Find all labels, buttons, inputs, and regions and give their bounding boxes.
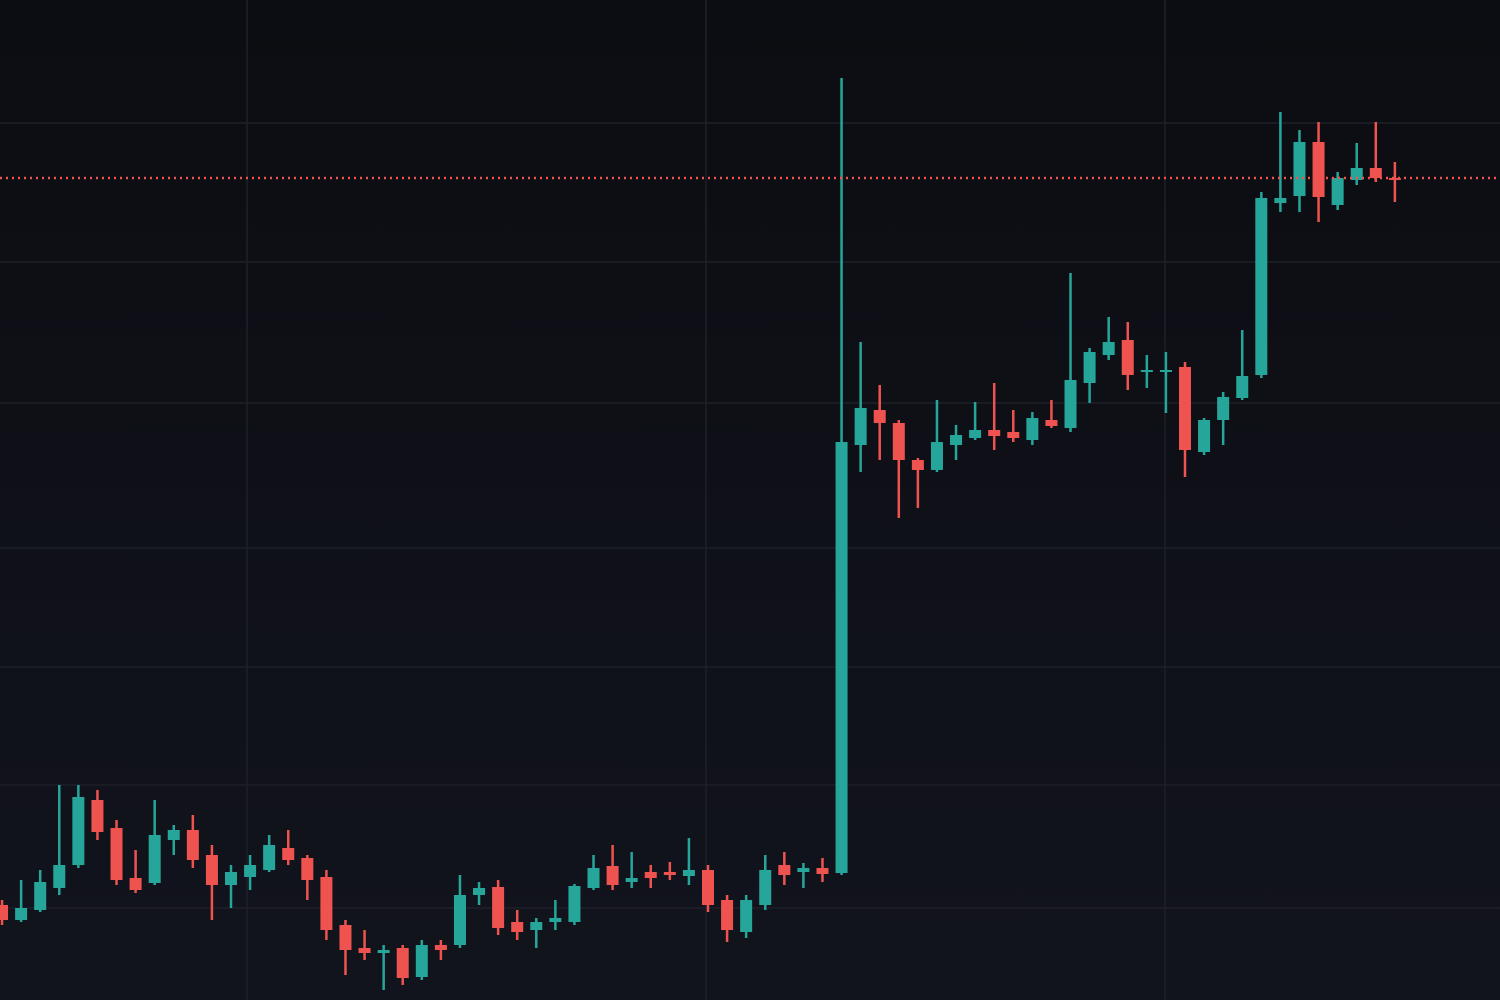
candle-body (0, 905, 9, 920)
candle-body (434, 945, 447, 950)
candle-body (1140, 370, 1153, 372)
candle-body (263, 845, 276, 870)
candle-body (167, 830, 180, 840)
candle-body (702, 870, 714, 905)
candle-body (453, 895, 466, 945)
candle-body (301, 858, 314, 880)
candle-body (606, 866, 619, 885)
candle-body (1369, 168, 1382, 178)
candle-body (988, 430, 1001, 436)
candle-body (34, 882, 47, 910)
candle-body (568, 886, 581, 922)
candle-body (682, 870, 695, 876)
candle-body (1236, 376, 1249, 398)
candle-body (1007, 432, 1020, 438)
candle-body (1083, 352, 1096, 383)
candle-body (1121, 340, 1134, 375)
candle-body (511, 922, 524, 932)
candle-body (492, 887, 505, 928)
candle-body (1388, 178, 1401, 180)
candle-body (1026, 418, 1039, 440)
candle-body (816, 868, 829, 874)
candle-body (473, 888, 486, 895)
candle-body (1064, 380, 1077, 428)
candle-body (778, 865, 791, 875)
candle-body (91, 800, 104, 832)
candle-body (873, 410, 886, 423)
candle-body (148, 835, 161, 883)
candle-body (282, 848, 295, 860)
candle-body (1350, 168, 1363, 180)
candle-body (854, 408, 867, 445)
candle-body (129, 878, 142, 890)
candle-body (625, 878, 638, 882)
candle-body (358, 948, 371, 953)
candle-body (377, 950, 390, 953)
candle-body (950, 435, 963, 445)
candle-body (320, 877, 333, 930)
candle-body (797, 868, 810, 872)
candle-body (930, 442, 943, 470)
candle-body (530, 922, 543, 930)
candle-body (15, 908, 28, 920)
candle-body (396, 948, 409, 978)
candle-body (186, 830, 199, 860)
candle-body (892, 423, 905, 460)
candle-body (1331, 178, 1344, 205)
candle-body (549, 918, 562, 922)
candle-body (1179, 367, 1191, 450)
candle-body (587, 868, 600, 888)
candle-body (1198, 420, 1211, 452)
candle-body (244, 865, 257, 877)
candle-body (1102, 342, 1115, 355)
candle-body (1045, 420, 1058, 426)
candle-body (415, 945, 428, 977)
candle-body (1159, 370, 1172, 372)
candle-body (835, 442, 848, 873)
candle-body (663, 872, 676, 875)
candle-body (72, 797, 85, 865)
candle-body (1255, 198, 1268, 375)
candle-body (1217, 397, 1230, 420)
candle-body (1312, 142, 1325, 197)
candle-body (1293, 142, 1306, 196)
candle-body (911, 460, 924, 470)
candle-body (339, 925, 352, 950)
candle-body (110, 828, 123, 880)
candle-body (205, 855, 218, 885)
candle-body (644, 872, 657, 878)
candle-body (1274, 198, 1287, 203)
candle-body (969, 430, 982, 438)
candle-body (759, 870, 772, 905)
candle-body (740, 900, 753, 932)
candle-body (53, 865, 66, 888)
candle-body (721, 900, 734, 930)
candle-body (225, 872, 237, 885)
